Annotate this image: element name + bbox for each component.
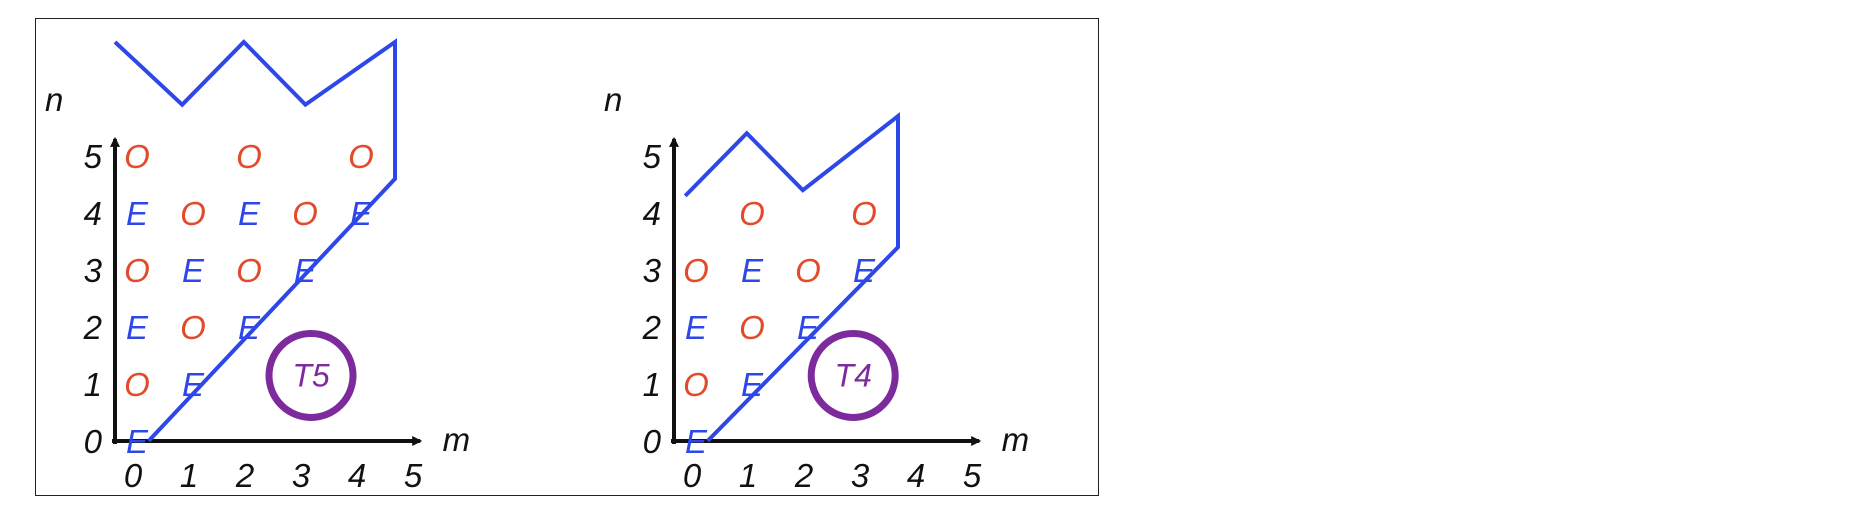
panel-t5-y-tick: 4 xyxy=(84,195,102,232)
panel-t4-y-tick: 4 xyxy=(643,195,661,232)
panel-t4-even-cell: E xyxy=(797,309,820,346)
panel-t5-odd-cell: O xyxy=(180,309,206,346)
figure-frame xyxy=(35,18,1099,496)
panel-t5-y-tick: 3 xyxy=(84,252,103,289)
panel-t4-even-cell: E xyxy=(853,252,876,289)
panel-t4-y-tick: 3 xyxy=(643,252,662,289)
panel-t5-x-tick: 0 xyxy=(124,457,143,494)
panel-t4-y-tick: 2 xyxy=(642,309,661,346)
panel-t5-even-cell: E xyxy=(126,309,149,346)
panel-t4-x-tick: 2 xyxy=(794,457,813,494)
panel-t4-badge-label: T4 xyxy=(835,357,872,393)
panel-t5-boundary xyxy=(113,38,397,443)
panel-t5-odd-cell: O xyxy=(124,252,150,289)
panel-t4-x-tick: 0 xyxy=(683,457,702,494)
panel-t4-even-cell: E xyxy=(741,366,764,403)
panel-t4-y-tick: 5 xyxy=(643,138,662,175)
panel-t4-badge-circle xyxy=(807,329,899,421)
panel-t4-x-tick: 5 xyxy=(963,457,982,494)
panel-t5-even-cell: E xyxy=(182,252,205,289)
panel-t4-odd-cell: O xyxy=(739,195,765,232)
panel-t4-boundary xyxy=(683,112,900,443)
panel-t5-odd-cell: O xyxy=(236,138,262,175)
panel-t5-even-cell: E xyxy=(294,252,317,289)
panel-t5-odd-cell: O xyxy=(124,366,150,403)
panel-t4-even-cell: E xyxy=(741,252,764,289)
panel-t5-x-tick: 2 xyxy=(235,457,254,494)
panel-t5-x-tick: 4 xyxy=(348,457,366,494)
panel-t4-y-axis-label: n xyxy=(604,81,622,118)
panel-t5-even-cell: E xyxy=(238,309,261,346)
panel-t4-y-tick: 0 xyxy=(643,423,662,460)
panel-t5-even-cell: E xyxy=(238,195,261,232)
panel-t5-even-cell: E xyxy=(182,366,205,403)
panel-t4-x-axis-label: m xyxy=(1002,421,1030,458)
panel-t5-y-tick: 2 xyxy=(83,309,102,346)
panel-t4-even-cell: E xyxy=(685,309,708,346)
panel-t5-x-tick: 3 xyxy=(292,457,311,494)
panel-t5-odd-cell: O xyxy=(180,195,206,232)
panel-t5-badge-circle xyxy=(265,329,357,421)
panel-t4-even-cell: E xyxy=(685,423,708,460)
panel-t5-x-axis-label: m xyxy=(443,421,471,458)
panel-t5-badge-label: T5 xyxy=(292,357,330,393)
panel-t4-odd-cell: O xyxy=(683,252,709,289)
panel-t4-odd-cell: O xyxy=(683,366,709,403)
panel-t5-even-cell: E xyxy=(126,195,149,232)
panel-t5-y-tick: 5 xyxy=(84,138,103,175)
panel-t5-y-axis-label: n xyxy=(45,81,63,118)
panel-t4-odd-cell: O xyxy=(851,195,877,232)
panel-t5-even-cell: E xyxy=(350,195,373,232)
panel-t5-y-tick: 0 xyxy=(84,423,103,460)
panel-t4-odd-cell: O xyxy=(795,252,821,289)
panel-t5-odd-cell: O xyxy=(292,195,318,232)
panel-t5-y-tick: 1 xyxy=(84,366,102,403)
panel-t4-x-tick: 3 xyxy=(851,457,870,494)
panel-t5-x-tick: 5 xyxy=(404,457,423,494)
panel-t5-odd-cell: O xyxy=(236,252,262,289)
panel-t4-x-tick: 1 xyxy=(739,457,757,494)
panel-t5-even-cell: E xyxy=(126,423,149,460)
panel-t4-y-tick: 1 xyxy=(643,366,661,403)
panel-t5-odd-cell: O xyxy=(124,138,150,175)
panel-t4-x-tick: 4 xyxy=(907,457,925,494)
panel-t4-odd-cell: O xyxy=(739,309,765,346)
panel-t5-odd-cell: O xyxy=(348,138,374,175)
panel-t5-x-tick: 1 xyxy=(180,457,198,494)
